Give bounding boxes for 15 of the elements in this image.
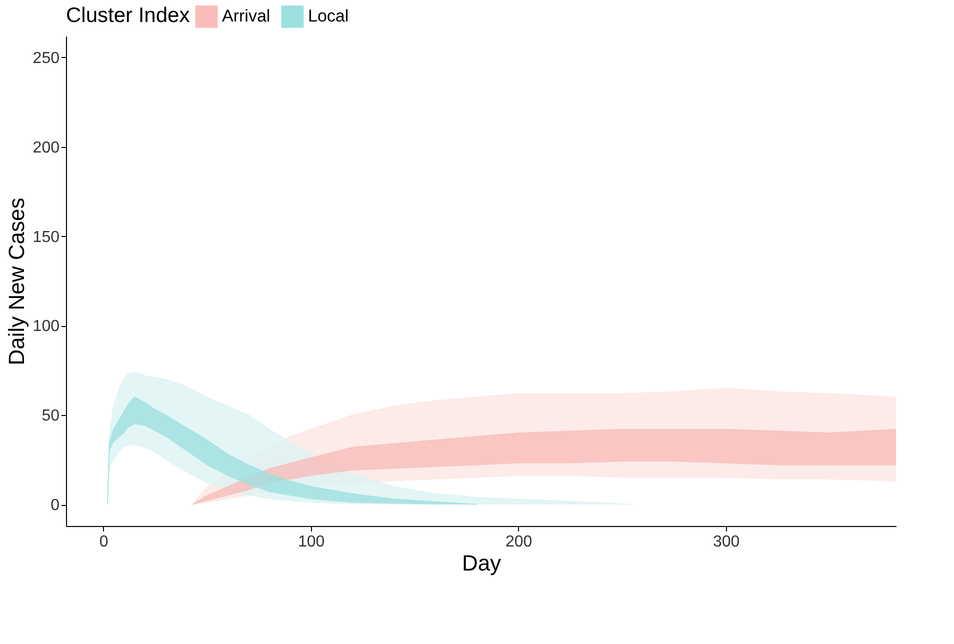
x-tick-label: 0 xyxy=(99,534,108,550)
y-axis-title: Daily New Cases xyxy=(4,198,29,366)
y-tick-label: 0 xyxy=(50,497,60,514)
legend-label: Local xyxy=(308,6,349,26)
y-tick-label: 100 xyxy=(32,318,60,336)
x-tick-label: 100 xyxy=(298,534,325,550)
x-axis-title: Day xyxy=(462,550,502,576)
legend-title: Cluster Index xyxy=(66,4,190,27)
x-tick-label: 300 xyxy=(713,534,740,550)
y-tick-label: 200 xyxy=(32,139,60,156)
x-tick-label: 200 xyxy=(506,534,532,550)
y-tick-label: 150 xyxy=(32,228,60,246)
y-tick-label: 250 xyxy=(32,50,60,67)
y-tick-label: 50 xyxy=(42,408,60,425)
legend-label: Arrival xyxy=(222,6,270,26)
